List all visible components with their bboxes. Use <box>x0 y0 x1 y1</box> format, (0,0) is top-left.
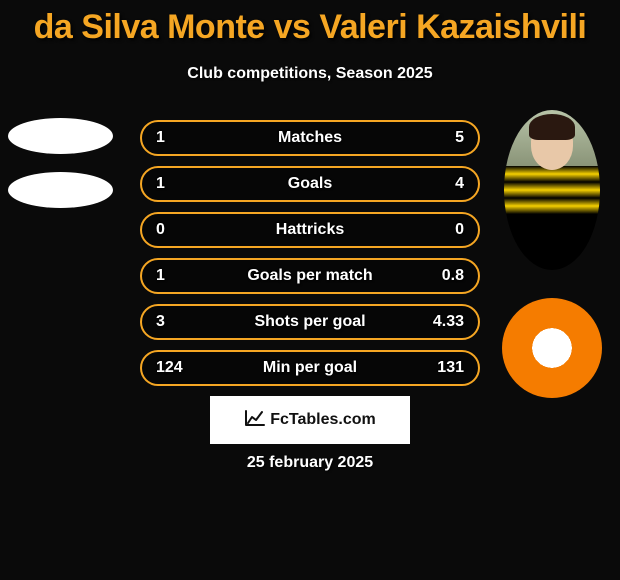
stat-right-value: 131 <box>424 359 464 377</box>
stat-label: Goals <box>288 175 332 193</box>
stat-left-value: 0 <box>156 221 196 239</box>
footer-brand: FcTables.com <box>210 396 410 444</box>
footer-label: FcTables.com <box>270 411 376 429</box>
stat-left-value: 3 <box>156 313 196 331</box>
chart-icon <box>244 409 266 432</box>
right-player-column <box>502 110 602 398</box>
right-player-avatar <box>504 110 600 270</box>
stat-row: 0 Hattricks 0 <box>140 212 480 248</box>
left-club-badge <box>8 172 113 208</box>
stat-left-value: 1 <box>156 267 196 285</box>
stat-right-value: 0.8 <box>424 267 464 285</box>
stat-left-value: 124 <box>156 359 196 377</box>
stat-label: Min per goal <box>263 359 357 377</box>
stat-right-value: 4 <box>424 175 464 193</box>
stat-row: 124 Min per goal 131 <box>140 350 480 386</box>
stat-label: Matches <box>278 129 342 147</box>
stat-label: Goals per match <box>247 267 372 285</box>
stat-right-value: 5 <box>424 129 464 147</box>
left-player-column <box>8 118 113 226</box>
stat-left-value: 1 <box>156 129 196 147</box>
stat-row: 3 Shots per goal 4.33 <box>140 304 480 340</box>
stat-label: Hattricks <box>276 221 344 239</box>
date-label: 25 february 2025 <box>0 454 620 472</box>
left-player-avatar <box>8 118 113 154</box>
stat-label: Shots per goal <box>254 313 365 331</box>
stat-right-value: 4.33 <box>424 313 464 331</box>
stat-right-value: 0 <box>424 221 464 239</box>
stat-left-value: 1 <box>156 175 196 193</box>
stat-row: 1 Goals 4 <box>140 166 480 202</box>
right-club-badge <box>502 298 602 398</box>
stats-table: 1 Matches 5 1 Goals 4 0 Hattricks 0 1 Go… <box>140 120 480 396</box>
subtitle: Club competitions, Season 2025 <box>0 65 620 83</box>
page-title: da Silva Monte vs Valeri Kazaishvili <box>0 0 620 47</box>
stat-row: 1 Goals per match 0.8 <box>140 258 480 294</box>
stat-row: 1 Matches 5 <box>140 120 480 156</box>
